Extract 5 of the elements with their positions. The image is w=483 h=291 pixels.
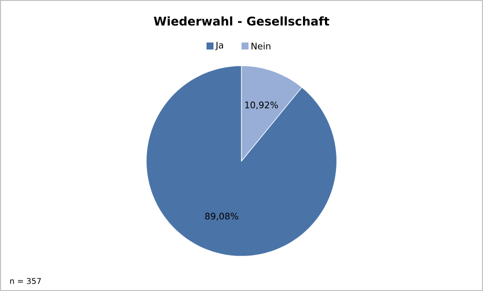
- legend-label: Nein: [252, 42, 270, 50]
- data-label: 89,08%: [205, 212, 238, 220]
- legend-label: Ja: [215, 42, 224, 50]
- chart-title: Wiederwahl - Gesellschaft: [154, 16, 330, 26]
- data-label: 10,92%: [245, 102, 278, 110]
